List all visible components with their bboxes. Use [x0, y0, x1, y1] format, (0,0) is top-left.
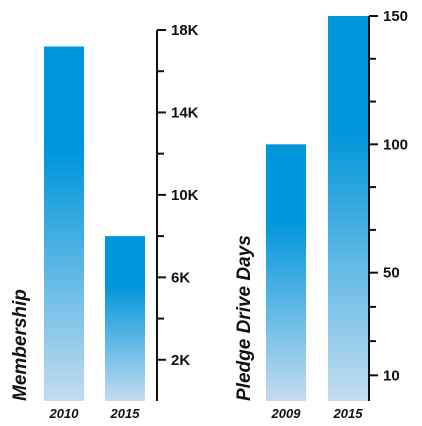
y-tick-label: 10 — [383, 367, 400, 384]
bar-pledge-drive-days-2009 — [266, 144, 306, 402]
y-tick-label: 6K — [171, 269, 190, 286]
bar-membership-2010 — [44, 46, 84, 401]
y-tick-label: 150 — [383, 8, 408, 25]
y-tick-label: 50 — [383, 265, 400, 282]
y-tick-label: 100 — [383, 136, 408, 153]
y-tick-label: 18K — [171, 22, 199, 39]
y-tick-label: 2K — [171, 352, 190, 369]
x-tick-label: 2015 — [110, 406, 141, 421]
y-tick-label: 14K — [171, 104, 199, 121]
x-tick-label: 2009 — [271, 406, 302, 421]
bar-pledge-drive-days-2015 — [328, 16, 368, 401]
bar-membership-2015 — [105, 236, 145, 401]
x-tick-label: 2015 — [333, 406, 364, 421]
y-axis-title: Membership — [10, 289, 31, 401]
y-axis-title: Pledge Drive Days — [234, 235, 255, 401]
membership-chart: 2010 2015 2K 6K 10K 14K 18K Membership — [10, 22, 199, 421]
x-tick-label: 2010 — [49, 406, 80, 421]
y-tick-label: 10K — [171, 187, 199, 204]
pledge-drive-days-chart: 2009 2015 10 50 100 150 Pledge Drive Days — [234, 8, 408, 421]
